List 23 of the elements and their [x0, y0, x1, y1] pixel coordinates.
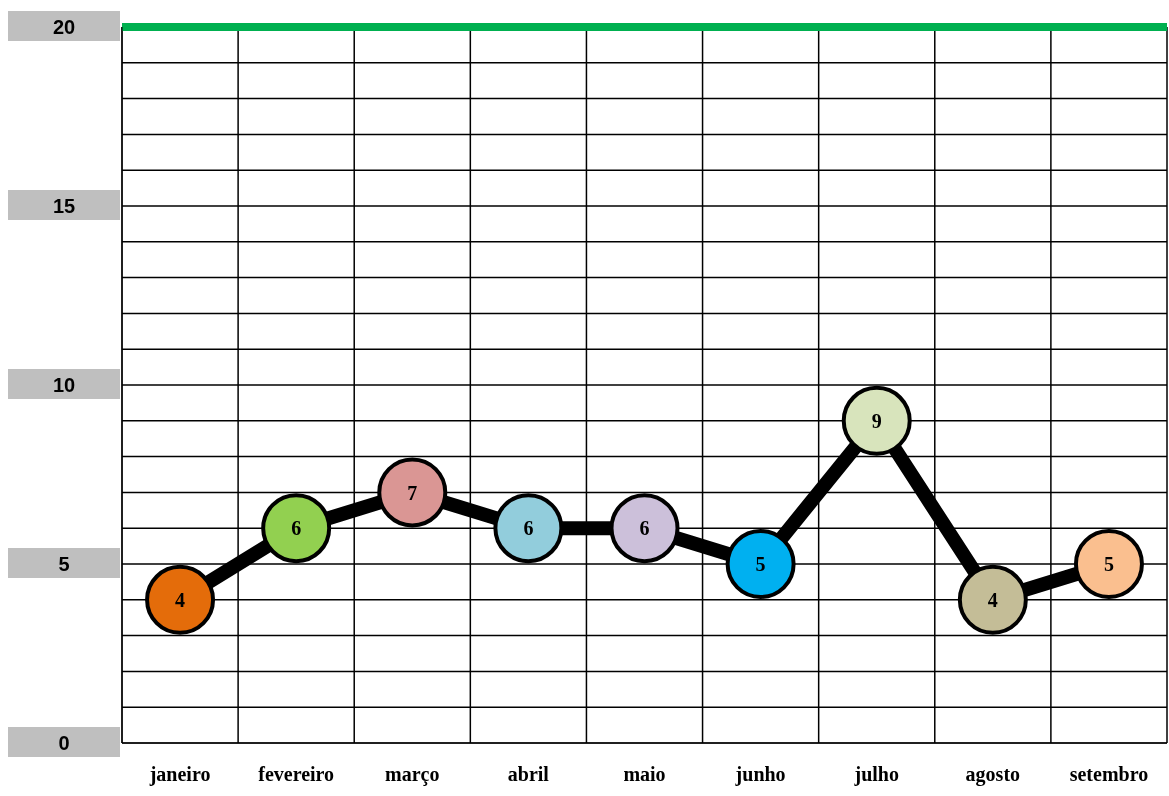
data-label: 5 [755, 553, 766, 576]
y-tick-label: 15 [52, 195, 76, 217]
y-tick-label: 0 [58, 732, 70, 754]
x-tick-label: abril [507, 763, 550, 785]
y-tick-label: 10 [52, 374, 76, 396]
x-tick-label: julho [853, 763, 899, 786]
data-label: 9 [871, 409, 882, 432]
data-label: 6 [291, 517, 302, 540]
data-label: 4 [987, 588, 998, 611]
y-tick-label: 5 [58, 553, 70, 575]
x-tick-label: março [385, 763, 440, 786]
x-tick-label: agosto [965, 763, 1021, 786]
data-label: 6 [639, 517, 650, 540]
x-tick-label: junho [734, 763, 786, 786]
data-label: 4 [175, 588, 186, 611]
x-tick-label: setembro [1069, 763, 1149, 785]
x-tick-label: fevereiro [258, 763, 335, 785]
x-tick-label: maio [623, 763, 666, 785]
data-label: 6 [523, 517, 534, 540]
x-tick-label: janeiro [148, 763, 211, 786]
data-label: 5 [1103, 553, 1114, 576]
data-label: 7 [407, 481, 418, 504]
y-tick-label: 20 [52, 16, 76, 38]
